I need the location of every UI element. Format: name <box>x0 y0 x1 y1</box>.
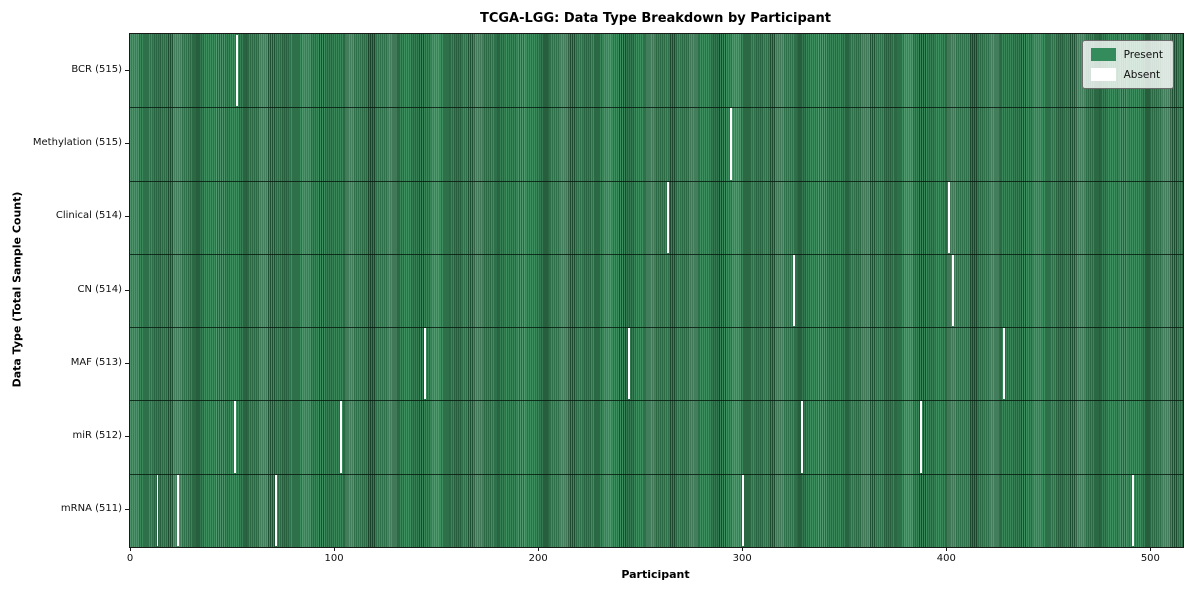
absent-marker <box>274 474 277 546</box>
absent-marker <box>234 401 236 473</box>
x-tick <box>946 547 948 551</box>
absent-marker <box>666 181 669 253</box>
chart-title: TCGA-LGG: Data Type Breakdown by Partici… <box>479 11 832 26</box>
legend-swatch-present <box>1090 48 1116 61</box>
row-separator <box>130 253 1183 255</box>
y-tick-label: mRNA (511) <box>60 503 122 515</box>
y-tick-label: miR (512) <box>72 430 122 442</box>
legend-entry-present: Present <box>1090 48 1163 61</box>
y-tick <box>125 142 129 144</box>
y-tick-label: Clinical (514) <box>55 210 122 222</box>
legend: Present Absent <box>1081 40 1174 89</box>
row-mRNA <box>130 474 1183 547</box>
x-tick-label: 100 <box>324 553 344 564</box>
row-Methylation <box>130 107 1183 180</box>
absent-marker <box>236 35 239 107</box>
row-separator <box>130 107 1183 109</box>
absent-marker <box>1131 474 1134 546</box>
absent-marker <box>948 181 951 253</box>
row-separator <box>130 327 1183 329</box>
x-tick-label: 400 <box>936 553 956 564</box>
x-tick <box>334 547 336 551</box>
x-tick-label: 500 <box>1140 553 1160 564</box>
x-tick-label: 300 <box>732 553 752 564</box>
absent-marker <box>742 474 745 546</box>
x-tick-label: 0 <box>126 553 134 564</box>
x-axis-label: Participant <box>621 568 690 581</box>
row-separator <box>130 180 1183 182</box>
y-tick-label: MAF (513) <box>70 356 122 368</box>
x-tick-label: 200 <box>528 553 548 564</box>
x-tick <box>130 547 132 551</box>
absent-marker <box>919 401 922 473</box>
y-axis-label: Data Type (Total Sample Count) <box>10 191 24 388</box>
legend-swatch-absent <box>1090 68 1116 81</box>
absent-marker <box>801 401 804 473</box>
absent-marker <box>1003 328 1006 400</box>
absent-marker <box>340 401 343 473</box>
absent-marker <box>627 328 630 400</box>
y-tick <box>125 69 129 71</box>
y-tick-label: Methylation (515) <box>32 136 122 148</box>
row-CN <box>130 254 1183 327</box>
row-separator <box>130 400 1183 402</box>
absent-marker <box>156 474 159 546</box>
legend-label: Absent <box>1123 68 1161 81</box>
row-MAF <box>130 327 1183 400</box>
x-tick <box>742 547 744 551</box>
row-separator <box>130 473 1183 475</box>
y-tick-label: BCR (515) <box>71 63 122 75</box>
y-tick <box>125 436 129 438</box>
absent-marker <box>952 254 955 327</box>
absent-marker <box>793 254 796 327</box>
y-tick <box>125 289 129 291</box>
y-tick-label: CN (514) <box>77 283 122 295</box>
x-tick <box>1150 547 1152 551</box>
row-Clinical <box>130 181 1183 254</box>
absent-marker <box>423 328 426 400</box>
absent-marker <box>176 474 179 546</box>
legend-entry-absent: Absent <box>1090 68 1163 81</box>
legend-label: Present <box>1123 48 1163 61</box>
row-BCR <box>130 34 1183 107</box>
y-tick <box>125 362 129 364</box>
plot-area: Present Absent <box>129 33 1184 548</box>
absent-marker <box>729 108 732 180</box>
x-tick <box>538 547 540 551</box>
row-miR <box>130 400 1183 473</box>
y-tick <box>125 216 129 218</box>
y-tick <box>125 509 129 511</box>
